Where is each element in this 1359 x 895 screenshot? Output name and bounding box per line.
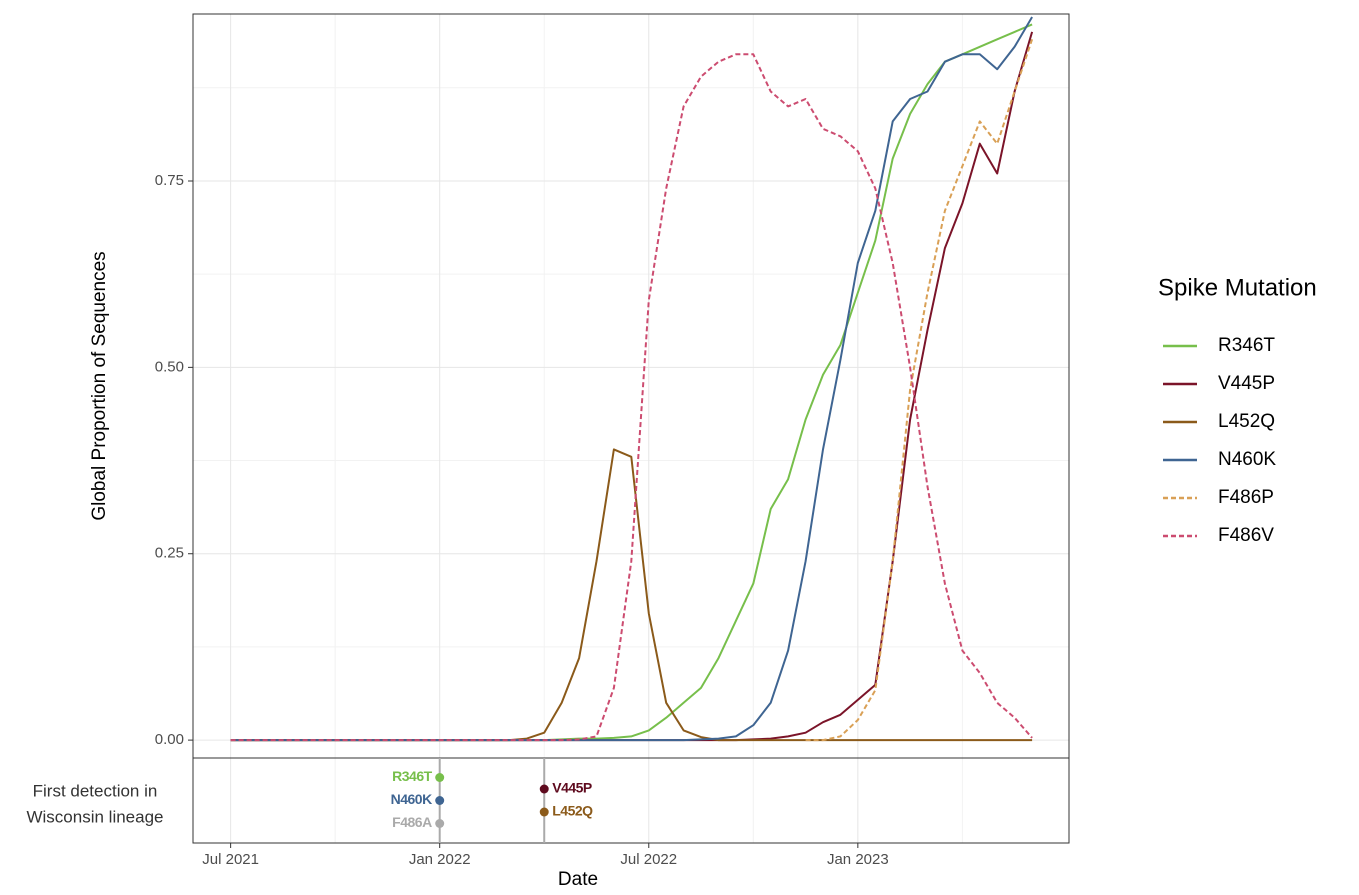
legend-label: F486V (1218, 525, 1274, 546)
detection-point (435, 796, 445, 805)
detection-point-label: V445P (552, 780, 592, 796)
legend-label: F486P (1218, 487, 1274, 508)
series-line (805, 38, 1034, 742)
x-tick-label: Jul 2021 (202, 851, 259, 868)
detection-point (435, 819, 445, 828)
detection-point-label: F486A (392, 814, 432, 830)
plot-area (230, 16, 1034, 742)
y-axis-title: Global Proportion of Sequences (89, 251, 110, 520)
legend-label: R346T (1218, 335, 1275, 356)
detection-point-label: L452Q (552, 803, 593, 819)
x-tick-label: Jan 2022 (409, 851, 471, 868)
detection-panel-border (192, 757, 1070, 844)
panel-border (192, 13, 1070, 759)
detection-point (539, 784, 549, 794)
y-tick-label: 0.25 (155, 545, 184, 562)
x-tick-label: Jan 2023 (827, 851, 889, 868)
y-tick-label: 0.00 (155, 731, 184, 748)
detection-label: First detection in (33, 781, 158, 800)
detection-point-label: N460K (391, 791, 432, 807)
x-axis-title: Date (558, 869, 598, 890)
detection-point (435, 773, 445, 782)
x-tick-label: Jul 2022 (620, 851, 677, 868)
series-line (230, 53, 1033, 742)
detection-label: Wisconsin lineage (26, 807, 163, 826)
detection-point (539, 807, 549, 817)
legend-title: Spike Mutation (1158, 274, 1317, 301)
detection-point-label: R346T (392, 768, 432, 784)
series-line (230, 448, 1033, 742)
y-tick-label: 0.75 (155, 172, 184, 189)
legend-label: N460K (1218, 449, 1276, 470)
grid (193, 14, 1069, 843)
legend-label: L452Q (1218, 411, 1275, 432)
y-tick-label: 0.50 (155, 358, 184, 375)
series-line (230, 16, 1033, 742)
legend-label: V445P (1218, 373, 1275, 394)
